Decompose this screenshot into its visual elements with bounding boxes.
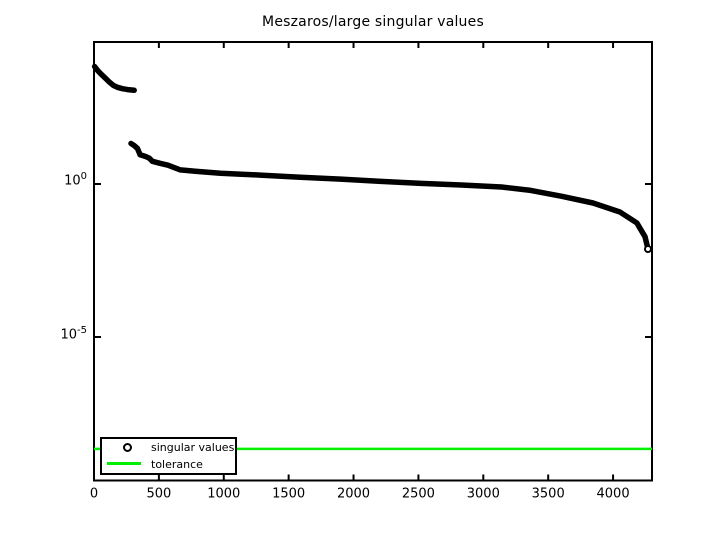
y-tick-base: 10 xyxy=(64,173,81,189)
x-axis-tick-label: 0 xyxy=(90,487,98,502)
y-tick-exponent: -5 xyxy=(77,325,87,336)
x-axis-tick-label: 2500 xyxy=(402,487,435,502)
y-axis-tick-label-1e0: 100 xyxy=(64,171,87,189)
x-axis-tick-label: 3000 xyxy=(467,487,500,502)
x-axis-tick-label: 1000 xyxy=(207,487,240,502)
x-axis-tick-label: 1500 xyxy=(272,487,305,502)
last-singular-value-marker xyxy=(643,245,652,254)
axes-box xyxy=(93,41,653,482)
legend-line-sample xyxy=(107,462,141,465)
legend[interactable]: singular values tolerance xyxy=(100,437,237,475)
singular-values-series xyxy=(128,140,651,252)
chart-title: Meszaros/large singular values xyxy=(262,14,484,30)
legend-circle-marker-icon xyxy=(123,443,132,452)
legend-label-singular-values: singular values xyxy=(151,441,235,454)
legend-label-tolerance: tolerance xyxy=(151,458,203,471)
x-axis-tick-label: 4000 xyxy=(597,487,630,502)
x-axis-tick-label: 2000 xyxy=(337,487,370,502)
y-axis-tick-label-1e-5: 10-5 xyxy=(60,325,87,343)
singular-values-series xyxy=(91,63,137,93)
x-axis-tick-label: 500 xyxy=(146,487,171,502)
y-tick-exponent: 0 xyxy=(80,171,87,182)
y-tick-base: 10 xyxy=(60,327,78,343)
x-axis-tick-label: 3500 xyxy=(532,487,565,502)
